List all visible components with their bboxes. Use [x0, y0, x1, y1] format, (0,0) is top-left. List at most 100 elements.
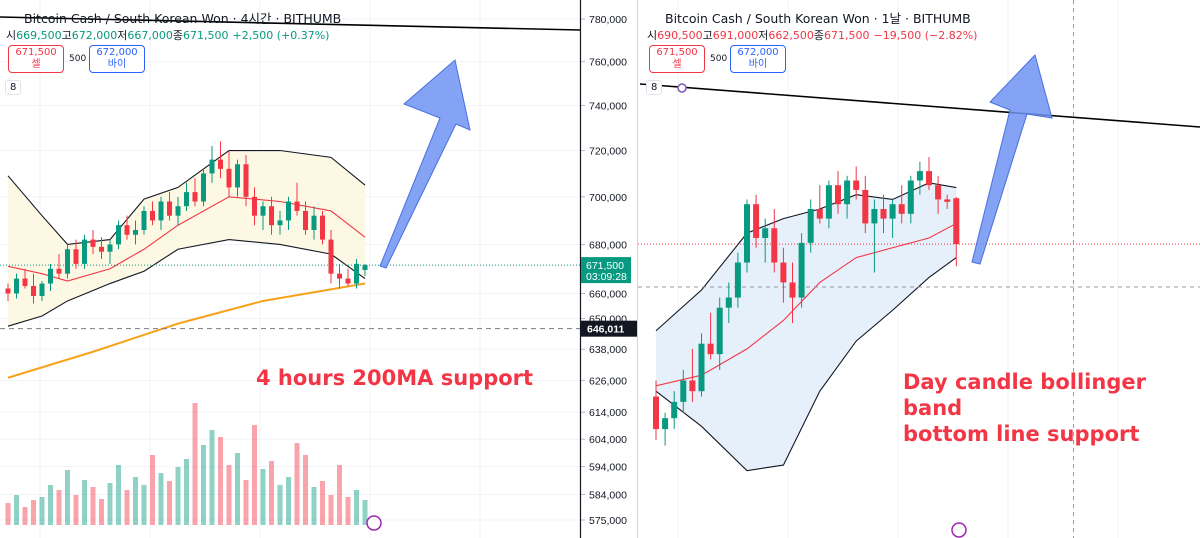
sell-label: 셀 [672, 59, 682, 70]
y-tick-label: 626,000 [589, 375, 627, 387]
annotation: 4 hours 200MA support [256, 365, 533, 391]
candle-body [680, 380, 687, 402]
volume-bar [354, 490, 359, 525]
y-tick-label: 700,000 [589, 192, 627, 204]
candle-body [789, 282, 796, 298]
volume-bar [243, 480, 249, 525]
candle-body [798, 242, 805, 298]
annotation: Day candle bollinger band bottom line sup… [903, 369, 1200, 447]
volume-bar [277, 485, 283, 525]
ohlc-value: 690,500 [657, 29, 703, 42]
event-icon[interactable] [366, 515, 382, 531]
volume-bar [167, 481, 172, 525]
drawing-handle[interactable] [677, 83, 687, 93]
candle-body [252, 196, 257, 216]
candle-body [124, 225, 130, 235]
candle-body [354, 263, 359, 284]
candle-body [184, 192, 189, 207]
candle-body [916, 171, 923, 181]
candle-body [653, 396, 659, 430]
ohlc-label: 종 [172, 29, 183, 42]
y-tick-label: 604,000 [589, 434, 627, 446]
volume-bar [14, 495, 19, 525]
countdown: 03:09:28 [586, 271, 627, 283]
volume-bar [99, 499, 104, 525]
sell-price: 671,500 [15, 47, 57, 58]
y-tick-label: 638,000 [589, 344, 627, 356]
sell-button[interactable]: 671,500 셀 [8, 45, 64, 73]
indicator-toggle[interactable]: 8 [5, 80, 22, 95]
volume-bar [116, 465, 121, 525]
lot-size: 500 [69, 54, 87, 64]
candle-body [48, 268, 53, 284]
volume-bar [22, 507, 28, 525]
volume-bar [150, 455, 155, 525]
candle-body [133, 229, 138, 235]
band-lower [655, 257, 957, 472]
candle-body [150, 210, 155, 221]
sell-button[interactable]: 671,500 셀 [649, 45, 705, 73]
candle-body [260, 206, 266, 216]
trend-line [0, 16, 581, 31]
candle-body [662, 418, 669, 430]
candle-body [328, 239, 334, 274]
candle-body [825, 185, 832, 219]
candle-body [889, 204, 896, 219]
band-fill [656, 182, 957, 471]
candle-body [907, 180, 914, 214]
volume-bar [31, 500, 36, 525]
volume-bar [286, 477, 291, 525]
buy-price: 672,000 [737, 47, 779, 58]
annotation-line: Day candle bollinger band [903, 370, 1146, 420]
candle-body [31, 286, 36, 296]
ohlc-change: +2,500 (+0.37%) [232, 29, 330, 42]
buy-button[interactable]: 672,000 바이 [730, 45, 786, 73]
ohlc-label: 고 [702, 29, 713, 42]
candle-body [14, 278, 19, 294]
sell-label: 셀 [31, 59, 41, 70]
buy-label: 바이 [107, 59, 127, 70]
candle-body [73, 249, 79, 264]
ohlc-label: 시 [647, 29, 658, 42]
volume-bar [141, 485, 147, 525]
buy-button[interactable]: 672,000 바이 [89, 45, 145, 73]
candle-body [898, 204, 905, 214]
volume-bar [5, 503, 11, 525]
volume-bar [252, 425, 257, 525]
price-label: 671,500 [586, 260, 624, 272]
candle-body [294, 201, 300, 211]
y-tick-label: 660,000 [589, 288, 627, 300]
left-plot [0, 0, 580, 538]
lot-size: 500 [710, 54, 728, 64]
band-fill [8, 150, 365, 327]
price-axis: 780,000 760,000 740,000 720,000 700,000 680,0… [579, 0, 638, 538]
candle-body [209, 159, 215, 174]
candle-body [707, 343, 714, 355]
ohlc-value: 671,500 [824, 29, 870, 42]
event-icon[interactable] [951, 522, 967, 538]
volume-bar [90, 487, 96, 525]
sell-price: 671,500 [656, 47, 698, 58]
candle-body [22, 278, 28, 287]
ohlc-label: 저 [758, 29, 769, 42]
candle-body [141, 210, 147, 230]
indicator-toggle[interactable]: 8 [646, 80, 663, 95]
candle-body [944, 199, 951, 202]
arrow [971, 54, 1053, 265]
y-tick-label: 720,000 [589, 146, 627, 158]
candle-body [935, 185, 942, 200]
right-plot [638, 0, 1200, 538]
band-middle [655, 222, 957, 387]
volume-bar [311, 487, 317, 525]
arrow [379, 59, 471, 269]
candle-body [303, 210, 308, 230]
volume-bar [294, 443, 300, 525]
candle-body [716, 307, 723, 355]
candle-body [65, 249, 70, 274]
candle-body [698, 343, 705, 392]
candle-body [99, 246, 104, 252]
candle-body [90, 239, 96, 247]
ohlc-value: 671,500 [183, 29, 229, 42]
